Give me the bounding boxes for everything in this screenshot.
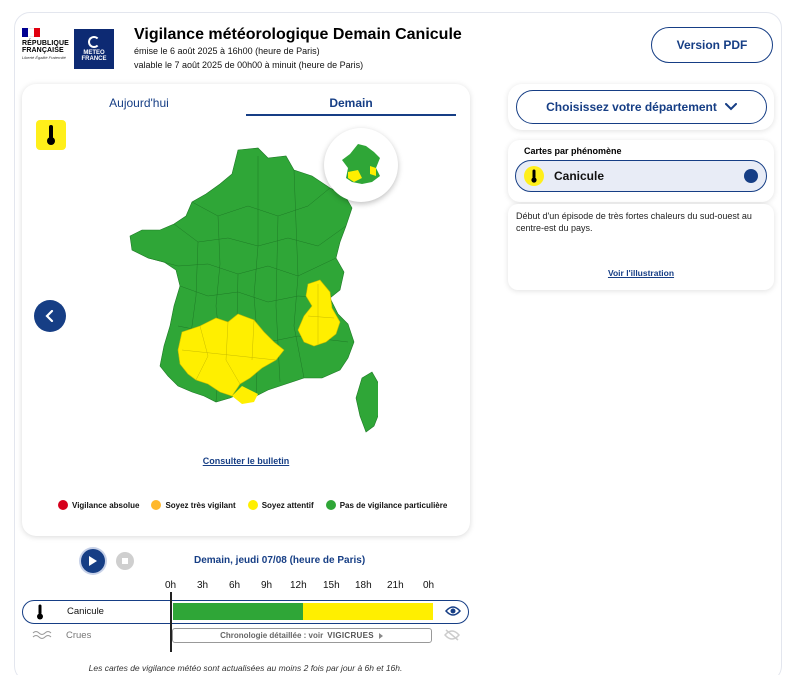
timeline-row-label: Canicule [67,606,104,617]
triangle-right-icon [378,632,383,639]
timeline-row-canicule[interactable]: Canicule [22,600,469,624]
legend-label: Pas de vigilance particulière [339,500,448,510]
page-title: Vigilance météorologique Demain Canicule [134,26,462,43]
hour-label: 0h [423,580,435,591]
republic-name-line1: RÉPUBLIQUE [22,40,69,47]
legend-dot-yellow [247,500,258,510]
stop-button[interactable] [116,552,134,570]
legend-dot-orange [151,500,162,510]
description-card: Début d'un épisode de très fortes chaleu… [508,204,774,290]
vigilance-legend: Vigilance absolue Soyez très vigilant So… [58,500,447,510]
vigicrues-link[interactable]: Chronologie détaillée : voir VIGICRUES [172,628,432,643]
legend-item: Soyez très vigilant [151,500,236,510]
illustration-link[interactable]: Voir l'illustration [607,268,675,278]
hour-label: 0h [165,580,177,591]
update-note: Les cartes de vigilance météo sont actua… [88,663,403,673]
timeline-cursor[interactable] [170,592,172,652]
legend-dot-green [325,500,336,510]
yellow-department-borders [181,284,335,385]
map-card: Aujourd'hui Demain [22,84,470,536]
stop-icon [122,558,128,564]
tab-active-underline [246,114,456,116]
thermometer-icon [524,166,544,186]
meteo-logo-line2: FRANCE [81,56,107,62]
phenomenon-label: Canicule [554,169,605,183]
hour-label: 3h [197,580,209,591]
legend-dot-red [58,500,68,510]
meteo-france-mark-icon [88,36,100,48]
waves-icon [32,631,52,639]
hour-label: 15h [323,580,340,591]
eye-off-icon[interactable] [444,629,460,641]
legend-label: Vigilance absolue [72,500,140,510]
timeline-segment-yellow [303,603,433,620]
tab-today[interactable]: Aujourd'hui [109,96,169,110]
play-icon [89,556,97,566]
hour-label: 12h [290,580,307,591]
hour-label: 21h [387,580,404,591]
france-vigilance-map[interactable] [108,146,378,446]
legend-item: Vigilance absolue [58,500,139,510]
chevron-left-icon [45,310,54,322]
eye-icon[interactable] [445,605,461,617]
hour-label: 18h [355,580,372,591]
legend-item: Pas de vigilance particulière [325,500,448,510]
meteo-france-logo[interactable]: METEO FRANCE [74,29,114,69]
republic-motto: Liberté Égalité Fraternité [22,55,66,60]
canicule-badge [36,120,66,150]
legend-label: Soyez très vigilant [165,500,236,510]
department-select-label: Choisissez votre département [546,100,717,114]
vigicrues-prefix: Chronologie détaillée : voir [220,631,324,640]
pdf-version-button[interactable]: Version PDF [651,27,773,63]
thermometer-icon [37,604,43,620]
previous-day-button[interactable] [34,300,66,332]
timeline-segment-green [173,603,303,620]
phenomenon-radio-selected[interactable] [744,169,758,183]
thermometer-icon [47,125,55,145]
tab-tomorrow[interactable]: Demain [329,96,373,110]
timeline-row-crues[interactable]: Crues Chronologie détaillée : voir VIGIC… [22,626,469,646]
legend-label: Soyez attentif [261,500,314,510]
phenomenon-description: Début d'un épisode de très fortes chaleu… [516,211,752,233]
legend-item: Soyez attentif [247,500,314,510]
phenomenon-canicule-option[interactable]: Canicule [515,160,767,192]
corsica[interactable] [355,371,378,433]
mini-france-icon [342,144,380,184]
hour-label: 9h [261,580,273,591]
phenomena-heading: Cartes par phénomène [524,146,622,156]
timeline-date: Demain, jeudi 07/08 (heure de Paris) [194,555,366,566]
republic-name-line2: FRANÇAISE [22,47,64,54]
republique-francaise-logo: RÉPUBLIQUE FRANÇAISE Liberté Égalité Fra… [22,28,69,60]
validity-date: valable le 7 août 2025 de 00h00 à minuit… [134,60,364,70]
french-flag-icon [22,28,40,37]
issued-date: émise le 6 août 2025 à 16h00 (heure de P… [134,46,320,56]
timeline-row-label: Crues [66,630,92,641]
vigicrues-brand: VIGICRUES [327,631,374,640]
bulletin-link[interactable]: Consulter le bulletin [202,456,290,466]
meteo-logo-line1: METEO [83,50,105,56]
chevron-down-icon [724,103,737,111]
overseas-minimap-button[interactable] [324,128,398,202]
department-select[interactable]: Choisissez votre département [516,90,767,124]
yellow-zone-centre-east[interactable] [297,279,341,347]
hour-label: 6h [229,580,241,591]
department-card: Choisissez votre département [508,84,774,130]
play-button[interactable] [81,549,105,573]
yellow-zone-southwest-edge [232,386,258,404]
phenomena-card: Cartes par phénomène Canicule [508,140,774,202]
